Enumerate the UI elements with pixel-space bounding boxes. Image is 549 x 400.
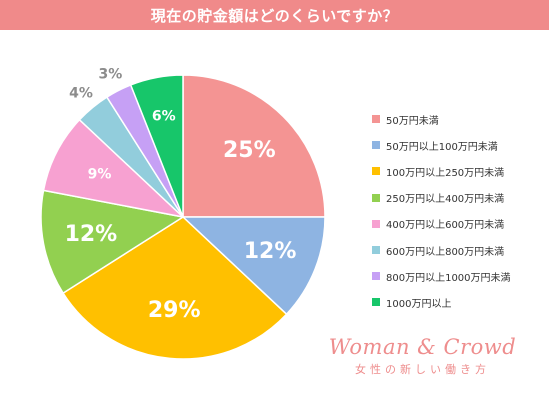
brand-logo: Woman & Crowd bbox=[328, 335, 517, 359]
legend-item-7: 800万円以上1000万円未満 bbox=[372, 263, 511, 289]
legend-swatch bbox=[372, 115, 380, 124]
legend-item-8: 1000万円以上 bbox=[372, 289, 511, 315]
title-bar: 現在の貯金額はどのくらいですか？ bbox=[0, 0, 549, 30]
legend-label: 250万円以上400万円未満 bbox=[386, 194, 505, 206]
legend-label: 1000万円以上 bbox=[386, 298, 452, 310]
legend-label: 800万円以上1000万円未満 bbox=[386, 272, 511, 284]
pie-chart: 25% 12% 29% 12% 9% 4% 3% 6% bbox=[40, 66, 326, 360]
legend-item-6: 600万円以上800万円未満 bbox=[372, 237, 511, 263]
legend-item-3: 100万円以上250万円未満 bbox=[372, 158, 511, 184]
legend-swatch bbox=[372, 298, 380, 307]
slice-label-3: 29% bbox=[148, 298, 201, 323]
legend-swatch bbox=[372, 193, 380, 202]
legend-item-2: 50万円以上100万円未満 bbox=[372, 132, 511, 158]
slice-label-6: 4% bbox=[69, 86, 93, 102]
legend-label: 50万円未満 bbox=[386, 115, 439, 127]
legend-label: 100万円以上250万円未満 bbox=[386, 167, 505, 179]
pie-slice-2 bbox=[181, 216, 326, 316]
slice-label-7: 3% bbox=[99, 66, 123, 82]
pie-slice-5 bbox=[42, 118, 186, 219]
legend-label: 400万円以上600万円未満 bbox=[386, 220, 505, 232]
legend-item-5: 400万円以上600万円未満 bbox=[372, 211, 511, 237]
legend-swatch bbox=[372, 246, 380, 255]
pie-slice-8 bbox=[129, 74, 184, 218]
legend-label: 600万円以上800万円未満 bbox=[386, 246, 505, 258]
legend-swatch bbox=[372, 272, 380, 281]
legend-item-1: 50万円未満 bbox=[372, 106, 511, 132]
pie-slice-4 bbox=[40, 189, 186, 295]
brand-tagline: 女性の新しい働き方 bbox=[355, 363, 490, 376]
legend-swatch bbox=[372, 141, 380, 150]
legend-item-4: 250万円以上400万円未満 bbox=[372, 185, 511, 211]
brand-block: Woman & Crowd 女性の新しい働き方 bbox=[305, 335, 540, 377]
slice-label-2: 12% bbox=[244, 239, 297, 264]
pie-slice-3 bbox=[62, 216, 288, 360]
slice-label-5: 9% bbox=[88, 167, 112, 183]
chart-legend: 50万円未満 50万円以上100万円未満 100万円以上250万円未満 250万円以上… bbox=[372, 106, 511, 316]
slice-label-8: 6% bbox=[152, 109, 176, 125]
pie-slice-1 bbox=[182, 74, 326, 218]
legend-label: 50万円以上100万円未満 bbox=[386, 141, 498, 153]
legend-swatch bbox=[372, 219, 380, 228]
slice-label-4: 12% bbox=[65, 222, 118, 247]
legend-swatch bbox=[372, 167, 380, 176]
slice-label-1: 25% bbox=[223, 138, 276, 163]
chart-title: 現在の貯金額はどのくらいですか？ bbox=[150, 6, 399, 25]
